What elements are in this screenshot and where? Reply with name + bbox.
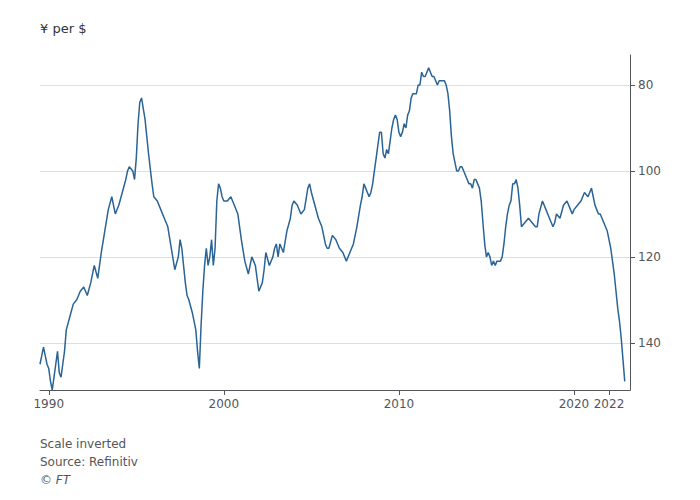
svg-text:2000: 2000: [209, 397, 240, 411]
svg-text:100: 100: [638, 164, 661, 178]
svg-text:Scale inverted: Scale inverted: [40, 437, 126, 451]
svg-text:120: 120: [638, 250, 661, 264]
svg-text:© FT: © FT: [40, 473, 72, 487]
svg-text:2022: 2022: [594, 397, 625, 411]
svg-text:¥ per $: ¥ per $: [40, 21, 86, 36]
svg-text:140: 140: [638, 336, 661, 350]
svg-text:2020: 2020: [559, 397, 590, 411]
svg-text:1990: 1990: [33, 397, 64, 411]
svg-text:2010: 2010: [384, 397, 415, 411]
svg-text:Source: Refinitiv: Source: Refinitiv: [40, 455, 138, 469]
svg-text:80: 80: [638, 78, 653, 92]
